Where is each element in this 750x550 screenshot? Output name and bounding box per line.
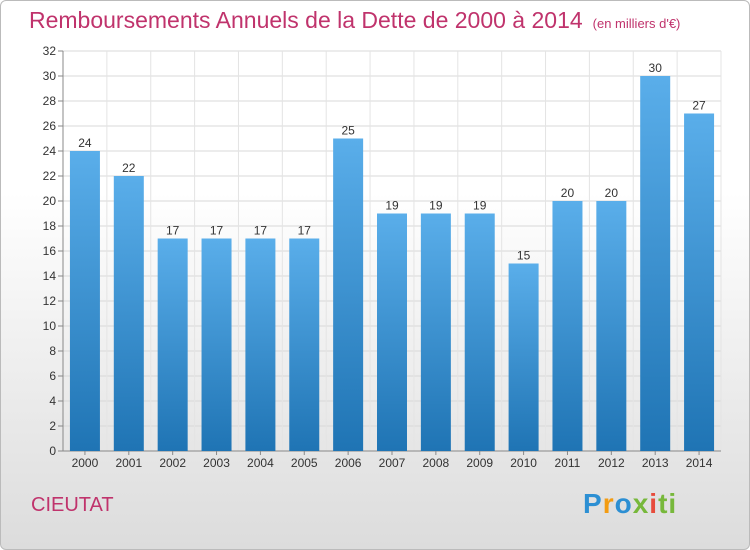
y-tick-label: 2 bbox=[49, 419, 56, 433]
y-tick-label: 4 bbox=[49, 394, 56, 408]
value-label: 25 bbox=[341, 124, 355, 138]
value-label: 20 bbox=[605, 186, 619, 200]
x-tick-label: 2006 bbox=[335, 456, 362, 470]
value-label: 17 bbox=[166, 224, 180, 238]
proxiti-logo[interactable]: Proxiti bbox=[583, 488, 678, 519]
value-label: 15 bbox=[517, 249, 531, 263]
y-tick-label: 18 bbox=[43, 219, 57, 233]
x-tick-label: 2007 bbox=[379, 456, 406, 470]
value-label: 19 bbox=[385, 199, 399, 213]
y-tick-label: 32 bbox=[43, 44, 57, 58]
y-tick-label: 12 bbox=[43, 294, 57, 308]
value-label: 19 bbox=[473, 199, 487, 213]
bar bbox=[245, 238, 276, 451]
bar bbox=[69, 151, 100, 451]
unit-label: (en milliers d'€) bbox=[592, 16, 681, 31]
y-tick-label: 24 bbox=[43, 144, 57, 158]
bar bbox=[377, 213, 407, 451]
x-tick-label: 2014 bbox=[686, 456, 713, 470]
y-tick-label: 20 bbox=[43, 194, 57, 208]
value-label: 30 bbox=[649, 61, 663, 75]
chart-title-text: Remboursements Annuels de la Dette de 20… bbox=[29, 7, 583, 33]
bar bbox=[640, 76, 671, 451]
y-tick-label: 26 bbox=[43, 119, 57, 133]
x-tick-label: 2004 bbox=[247, 456, 274, 470]
value-label: 24 bbox=[78, 136, 92, 150]
y-tick-label: 14 bbox=[43, 269, 57, 283]
y-tick-label: 8 bbox=[49, 344, 56, 358]
bar bbox=[420, 213, 451, 451]
y-tick-label: 30 bbox=[43, 69, 57, 83]
x-tick-label: 2001 bbox=[115, 456, 142, 470]
bar bbox=[552, 201, 583, 451]
value-label: 20 bbox=[561, 186, 575, 200]
labels: 24 2000 22 2001 17 2002 17 2003 17 2004 17 2005 25 20… bbox=[72, 61, 713, 470]
value-label: 17 bbox=[210, 224, 224, 238]
x-tick-label: 2000 bbox=[72, 456, 99, 470]
x-tick-label: 2011 bbox=[555, 456, 581, 470]
x-tick-label: 2010 bbox=[510, 456, 537, 470]
x-tick-label: 2005 bbox=[291, 456, 318, 470]
value-label: 17 bbox=[254, 224, 268, 238]
y-tick-label: 16 bbox=[43, 244, 57, 258]
chart-title: Remboursements Annuels de la Dette de 20… bbox=[29, 7, 680, 34]
y-tick-label: 22 bbox=[43, 169, 57, 183]
bar bbox=[289, 238, 320, 451]
value-label: 19 bbox=[429, 199, 443, 213]
bar bbox=[157, 238, 188, 451]
bar bbox=[113, 176, 144, 451]
x-tick-label: 2003 bbox=[203, 456, 230, 470]
bar bbox=[333, 138, 364, 451]
bar bbox=[464, 213, 495, 451]
x-tick-label: 2009 bbox=[466, 456, 493, 470]
x-tick-label: 2013 bbox=[642, 456, 669, 470]
place-name: CIEUTAT bbox=[31, 494, 114, 516]
value-label: 27 bbox=[692, 99, 706, 113]
bar bbox=[596, 201, 627, 451]
bar bbox=[684, 113, 715, 451]
bar bbox=[201, 238, 232, 451]
y-tick-label: 10 bbox=[43, 319, 57, 333]
bars bbox=[69, 76, 715, 451]
y-tick-label: 0 bbox=[49, 444, 56, 458]
value-label: 22 bbox=[122, 161, 136, 175]
bar bbox=[508, 263, 539, 451]
x-tick-label: 2012 bbox=[598, 456, 625, 470]
value-label: 17 bbox=[298, 224, 312, 238]
y-tick-label: 28 bbox=[43, 94, 57, 108]
x-tick-label: 2008 bbox=[423, 456, 450, 470]
x-tick-label: 2002 bbox=[159, 456, 186, 470]
y-tick-label: 6 bbox=[49, 369, 56, 383]
